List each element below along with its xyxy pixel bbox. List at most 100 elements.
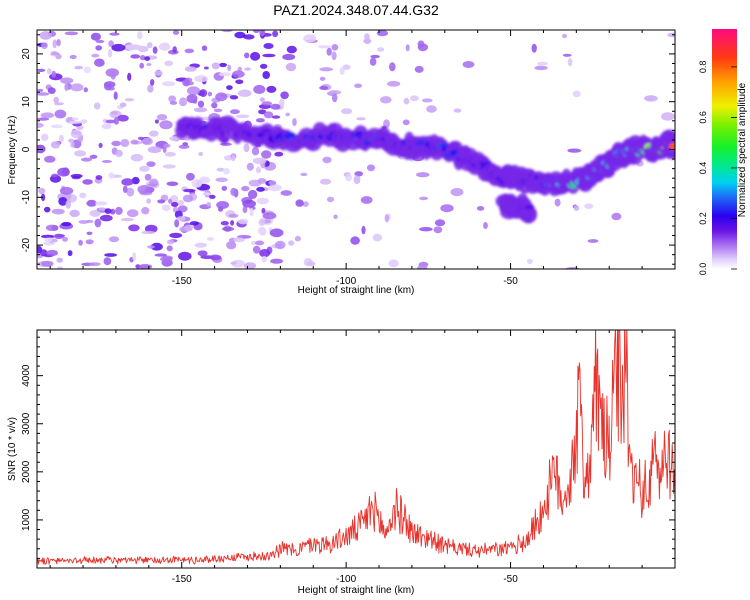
heatmap-noise-blob	[319, 178, 332, 185]
heatmap-noise-blob	[252, 245, 261, 254]
y-tick-label: 20	[21, 48, 32, 60]
heatmap-noise-blob	[440, 204, 454, 213]
heatmap-noise-blob	[219, 62, 227, 68]
heatmap-noise-blob	[182, 194, 194, 203]
y-tick-label: 1000	[21, 508, 32, 531]
heatmap-noise-blob	[207, 91, 212, 97]
heatmap-noise-blob	[249, 207, 254, 217]
heatmap-noise-blob	[227, 64, 232, 72]
heatmap-noise-blob	[171, 202, 179, 207]
heatmap-noise-blob	[179, 97, 187, 107]
heatmap-noise-blob	[220, 221, 229, 226]
heatmap-noise-blob	[82, 179, 93, 185]
heatmap-noise-blob	[554, 198, 561, 207]
heatmap-noise-blob	[194, 75, 208, 83]
heatmap-noise-blob	[50, 141, 61, 149]
heatmap-noise-blob	[95, 45, 103, 51]
heatmap-noise-blob	[256, 197, 269, 205]
x-tick-label: -50	[503, 276, 518, 287]
heatmap-noise-blob	[110, 208, 116, 215]
heatmap-noise-blob	[98, 142, 103, 149]
heatmap-noise-blob	[132, 252, 137, 262]
heatmap-noise-blob	[129, 44, 142, 50]
heatmap-noise-blob	[211, 62, 220, 70]
heatmap-noise-blob	[280, 190, 293, 196]
heatmap-noise-blob	[40, 112, 55, 119]
x-tick-label: -50	[503, 574, 518, 585]
heatmap-noise-blob	[65, 199, 72, 209]
heatmap-noise-blob	[88, 262, 101, 266]
heatmap-noise-blob	[339, 67, 345, 75]
heatmap-noise-blob	[139, 62, 144, 69]
heatmap-noise-blob	[162, 81, 176, 87]
heatmap-noise-blob	[282, 53, 296, 61]
snr-y-axis-label: SNR (10 * v/v)	[7, 417, 18, 481]
heatmap-noise-blob	[216, 167, 225, 172]
heatmap-noise-blob	[201, 45, 208, 51]
heatmap-noise-blob	[255, 240, 264, 246]
heatmap-noise-blob	[331, 44, 339, 51]
heatmap-noise-blob	[285, 62, 297, 72]
heatmap-noise-blob	[354, 83, 363, 89]
heatmap-noise-blob	[41, 133, 49, 141]
snr-x-ticks: -150 -100 -50	[49, 330, 643, 585]
heatmap-noise-blob	[128, 224, 140, 232]
heatmap-noise-blob	[44, 206, 51, 213]
heatmap-noise-blob	[71, 117, 79, 121]
heatmap-noise-blob	[146, 63, 152, 66]
heatmap-noise-blob	[262, 71, 271, 79]
heatmap-noise-blob	[300, 172, 308, 177]
heatmap-noise-blob	[202, 192, 211, 196]
heatmap-noise-blob	[172, 30, 180, 35]
heatmap-noise-blob	[158, 42, 171, 51]
snr-y-ticks: 1000 2000 3000 4000	[21, 336, 675, 559]
heatmap-noise-blob	[274, 151, 284, 157]
heatmap-noise-blob	[209, 194, 216, 199]
heatmap-noise-blob	[235, 114, 250, 119]
heatmap-noise-blob	[101, 123, 112, 130]
heatmap-noise-blob	[174, 219, 180, 228]
heatmap-noise-blob	[332, 93, 338, 103]
heatmap-noise-blob	[86, 231, 93, 235]
heatmap-noise-blob	[366, 164, 376, 172]
heatmap-noise-blob	[350, 236, 360, 245]
heatmap-noise-blob	[70, 141, 75, 148]
heatmap-noise-blob	[326, 196, 335, 203]
colorbar-ticks: 0.0 0.2 0.4 0.6 0.8	[698, 61, 737, 275]
heatmap-noise-blob	[144, 173, 152, 181]
heatmap-noise-blob	[360, 196, 373, 204]
heatmap-x-axis-label: Height of straight line (km)	[298, 285, 415, 296]
x-tick-label: -100	[336, 276, 356, 287]
heatmap-noise-blob	[121, 178, 134, 186]
heatmap-noise-blob	[257, 178, 267, 184]
heatmap-noise-blob	[70, 173, 83, 179]
y-tick-label: 3000	[21, 412, 32, 435]
heatmap-noise-blob	[450, 188, 464, 197]
heatmap-noise-blob	[244, 67, 251, 71]
heatmap-noise-blob	[59, 187, 74, 195]
heatmap-noise-blob	[319, 76, 326, 81]
heatmap-noise-blob	[74, 65, 84, 70]
heatmap-noise-blob	[252, 157, 267, 164]
heatmap-noise-blob	[213, 108, 223, 113]
heatmap-noise-blob	[211, 102, 218, 109]
heatmap-noise-blob	[83, 87, 89, 93]
heatmap-noise-blob	[150, 79, 155, 86]
heatmap-noise-blob	[376, 30, 389, 37]
heatmap-noise-blob	[189, 221, 199, 226]
heatmap-noise-blob	[361, 225, 366, 235]
heatmap-noise-blob	[230, 220, 235, 226]
heatmap-noise-blob	[166, 245, 173, 252]
colorbar-tick-label: 0.6	[698, 111, 708, 124]
heatmap-noise-blob	[199, 176, 211, 184]
heatmap-noise-blob	[39, 31, 52, 40]
heatmap-noise-blob	[41, 193, 46, 202]
heatmap-noise-blob	[319, 67, 334, 72]
heatmap-noise-blob	[204, 66, 209, 70]
heatmap-noise-blob	[137, 185, 151, 194]
heatmap-noise-blob	[46, 249, 58, 257]
heatmap-noise-blob	[51, 238, 58, 243]
y-tick-label: -10	[21, 190, 32, 205]
heatmap-noise-blob	[246, 162, 254, 171]
colorbar-tick-label: 0.2	[698, 212, 708, 225]
